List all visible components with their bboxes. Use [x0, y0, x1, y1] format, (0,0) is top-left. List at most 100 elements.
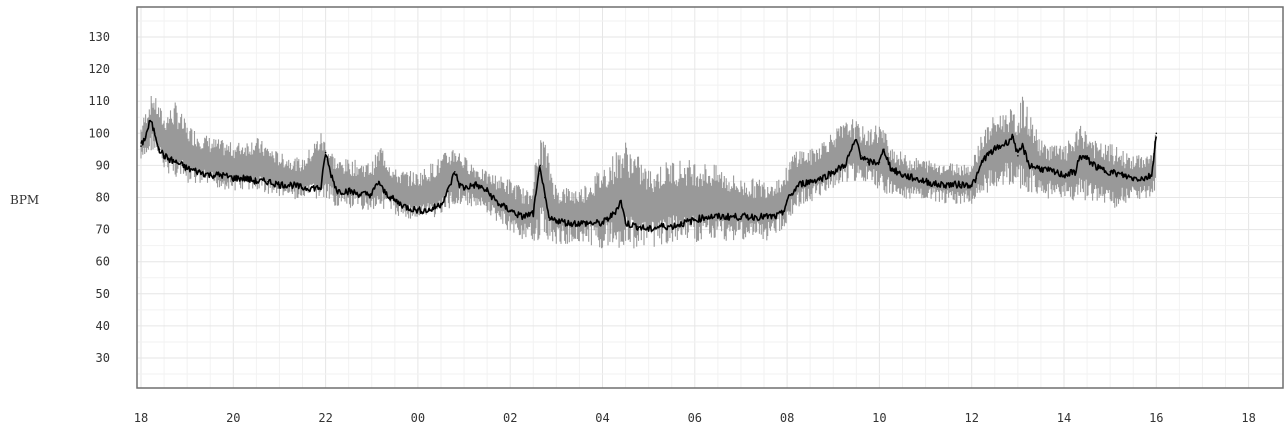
heart-rate-point — [181, 164, 184, 167]
heart-rate-point — [1079, 155, 1081, 157]
heart-rate-point — [763, 216, 765, 218]
heart-rate-point — [820, 177, 823, 179]
heart-rate-point — [167, 158, 170, 160]
heart-rate-point — [278, 183, 281, 186]
y-axis-ticks: 30 40 50 60 70 80 90 100 110 120 130 — [88, 30, 110, 365]
heart-rate-point — [209, 174, 211, 176]
heart-rate-point — [474, 183, 477, 186]
heart-rate-point — [867, 161, 869, 163]
heart-rate-point — [717, 216, 719, 218]
heart-rate-line — [140, 120, 1158, 232]
heart-rate-point — [1074, 171, 1077, 173]
heart-rate-point — [624, 222, 627, 224]
x-tick-label: 16 — [1149, 411, 1163, 425]
y-tick-label: 110 — [88, 94, 110, 108]
heart-rate-point — [301, 187, 304, 189]
heart-rate-point — [1028, 164, 1031, 167]
heart-rate-point — [947, 183, 950, 186]
heart-rate-point — [347, 190, 350, 192]
heart-rate-point — [509, 209, 512, 212]
heart-rate-point — [1086, 158, 1088, 160]
heart-rate-point — [405, 206, 408, 208]
heart-rate-point — [694, 219, 696, 221]
heart-rate-point — [855, 138, 858, 141]
heart-rate-point — [336, 190, 338, 192]
plot-frame — [136, 6, 1284, 389]
heart-rate-point — [975, 177, 978, 179]
heart-rate-point — [860, 155, 862, 157]
heart-rate-point — [140, 145, 142, 147]
heart-rate-point — [197, 171, 200, 173]
heart-rate-point — [1109, 171, 1111, 173]
y-tick-label: 70 — [96, 223, 110, 237]
heart-rate-point — [1132, 177, 1134, 179]
heart-rate-point — [555, 219, 558, 221]
x-tick-label: 18 — [1241, 411, 1255, 425]
heart-rate-point — [705, 216, 708, 218]
heart-rate-point — [901, 174, 904, 176]
heart-rate-point — [1120, 174, 1123, 176]
x-tick-label: 06 — [688, 411, 702, 425]
y-tick-label: 120 — [88, 62, 110, 76]
y-tick-label: 50 — [96, 287, 110, 301]
heart-rate-point — [174, 161, 177, 163]
heart-rate-point — [267, 180, 269, 183]
heart-rate-point — [936, 183, 938, 186]
y-tick-label: 100 — [88, 126, 110, 140]
heart-rate-point — [532, 212, 535, 215]
heart-rate-point — [458, 183, 461, 186]
x-tick-label: 12 — [964, 411, 978, 425]
heart-rate-point — [149, 119, 151, 122]
heart-rate-point — [890, 167, 892, 170]
heart-rate-point — [440, 203, 442, 205]
heart-rate-point — [613, 212, 615, 215]
heart-rate-point — [417, 209, 419, 212]
heart-rate-point — [913, 177, 915, 179]
heart-rate-point — [786, 199, 788, 202]
heart-rate-point — [1051, 171, 1054, 173]
x-axis-ticks: 18 20 22 00 02 04 06 08 10 12 14 16 18 — [134, 411, 1256, 425]
heart-rate-point — [497, 203, 500, 205]
heart-rate-point — [844, 164, 846, 167]
heart-rate-point — [154, 132, 156, 135]
heart-rate-point — [1017, 155, 1019, 157]
x-tick-label: 18 — [134, 411, 148, 425]
heart-rate-point — [740, 216, 742, 218]
heart-rate-point — [158, 148, 161, 151]
y-axis-label: BPM — [10, 193, 39, 207]
x-tick-label: 10 — [872, 411, 886, 425]
heart-rate-point — [290, 183, 292, 186]
x-tick-label: 02 — [503, 411, 517, 425]
heart-rate-point — [371, 193, 373, 196]
heart-rate-point — [232, 177, 235, 179]
x-tick-label: 04 — [595, 411, 609, 425]
heart-rate-point — [447, 190, 449, 192]
x-tick-label: 20 — [226, 411, 240, 425]
heart-rate-point — [520, 216, 523, 218]
y-tick-label: 30 — [96, 351, 110, 365]
heart-rate-point — [163, 155, 165, 157]
heart-rate-point — [590, 222, 592, 224]
heart-rate-point — [670, 225, 673, 228]
x-tick-label: 22 — [318, 411, 332, 425]
heart-rate-point — [359, 193, 362, 196]
heart-rate-point — [832, 171, 835, 173]
heart-rate-point — [797, 183, 800, 186]
heart-rate-point — [751, 216, 754, 218]
heart-rate-point — [1144, 177, 1146, 179]
heart-rate-point — [1005, 142, 1008, 144]
heart-rate-point — [313, 187, 315, 189]
heart-rate-point — [1040, 167, 1042, 170]
y-tick-label: 130 — [88, 30, 110, 44]
heart-rate-point — [620, 199, 622, 202]
heart-rate-point — [959, 183, 961, 186]
y-tick-label: 80 — [96, 191, 110, 205]
heart-rate-point — [255, 180, 258, 183]
heart-rate-point — [394, 199, 396, 202]
heart-rate-point — [970, 183, 973, 186]
heart-rate-point — [636, 225, 638, 228]
heart-rate-point — [781, 212, 784, 215]
x-tick-label: 00 — [411, 411, 425, 425]
heart-rate-point — [567, 222, 569, 224]
heart-rate-point — [186, 167, 188, 170]
